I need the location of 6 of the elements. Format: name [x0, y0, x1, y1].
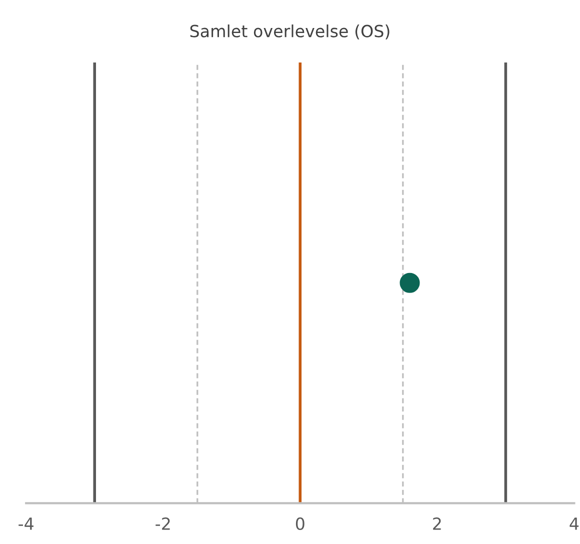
x-tick-label: 2 — [433, 517, 441, 530]
x-tick-label: -4 — [18, 518, 34, 530]
chart-title: Samlet overlevelse (OS) — [190, 24, 390, 40]
x-tick-label: 4 — [570, 518, 579, 530]
x-tick-label: 0 — [296, 517, 304, 530]
x-tick-label: -2 — [156, 517, 170, 530]
